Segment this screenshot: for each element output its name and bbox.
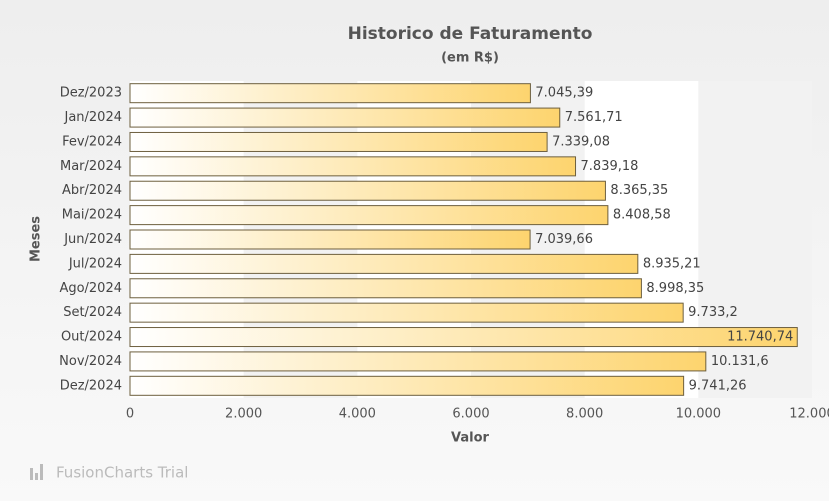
- x-tick-label: 12.000: [789, 407, 829, 422]
- y-tick-label: Jul/2024: [68, 256, 122, 271]
- bar: [129, 302, 684, 323]
- bar: [129, 278, 642, 299]
- x-axis-label: Valor: [451, 431, 490, 446]
- bar: [129, 131, 548, 152]
- watermark: FusionCharts Trial: [56, 464, 188, 482]
- value-label: 7.339,08: [552, 134, 610, 149]
- value-label: 7.561,71: [565, 110, 623, 125]
- value-label: 7.039,66: [535, 232, 593, 247]
- x-tick-label: 0: [126, 407, 134, 422]
- y-tick-label: Dez/2023: [60, 86, 122, 101]
- y-tick-label: Dez/2024: [60, 378, 122, 393]
- value-label: 8.365,35: [610, 183, 668, 198]
- y-tick-label: Mar/2024: [60, 159, 122, 174]
- y-tick-label: Abr/2024: [62, 183, 122, 198]
- y-tick-label: Jun/2024: [63, 232, 122, 247]
- bar: [129, 205, 609, 226]
- value-label: 8.408,58: [613, 208, 671, 223]
- bar: [129, 107, 561, 128]
- bar: [129, 375, 685, 396]
- value-label: 9.733,2: [688, 305, 738, 320]
- x-tick-label: 2.000: [225, 407, 262, 422]
- value-label: 7.045,39: [535, 86, 593, 101]
- x-tick-label: 6.000: [452, 407, 489, 422]
- watermark-icon: [30, 464, 43, 480]
- y-tick-label: Fev/2024: [62, 134, 122, 149]
- chart-title: Historico de Faturamento: [348, 24, 593, 44]
- grid-band: [698, 81, 812, 398]
- bar: [129, 180, 606, 201]
- bar: [129, 253, 639, 274]
- value-label: 7.839,18: [581, 159, 639, 174]
- bar: [129, 83, 531, 104]
- y-tick-label: Mai/2024: [62, 208, 122, 223]
- bar: [129, 351, 707, 372]
- bar: [129, 156, 577, 177]
- value-label: 9.741,26: [689, 378, 747, 393]
- y-tick-label: Jan/2024: [63, 110, 122, 125]
- x-tick-label: 10.000: [676, 407, 722, 422]
- x-tick-label: 4.000: [339, 407, 376, 422]
- y-tick-label: Nov/2024: [59, 354, 122, 369]
- y-tick-label: Out/2024: [61, 330, 122, 345]
- x-tick-label: 8.000: [566, 407, 603, 422]
- value-label: 11.740,74: [727, 330, 793, 345]
- value-label: 8.998,35: [646, 281, 704, 296]
- chart-subtitle: (em R$): [441, 51, 499, 66]
- y-tick-label: Set/2024: [63, 305, 122, 320]
- y-axis-label: Meses: [29, 216, 44, 262]
- value-label: 10.131,6: [711, 354, 769, 369]
- bar: [129, 327, 798, 348]
- y-tick-label: Ago/2024: [59, 281, 122, 296]
- value-label: 8.935,21: [643, 256, 701, 271]
- bar: [129, 229, 531, 250]
